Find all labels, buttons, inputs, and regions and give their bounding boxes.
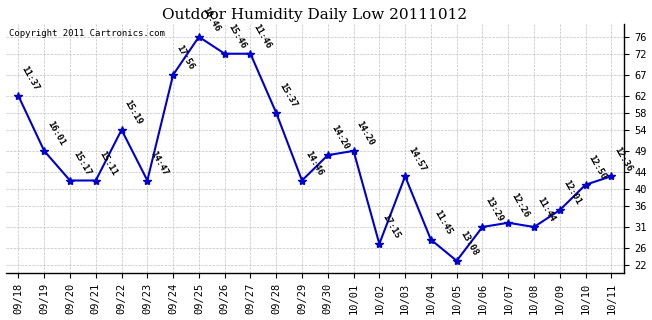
Text: 16:01: 16:01 <box>46 120 67 148</box>
Text: 17:15: 17:15 <box>381 213 402 241</box>
Text: 11:37: 11:37 <box>20 65 41 92</box>
Text: 11:45: 11:45 <box>432 209 453 236</box>
Text: 14:57: 14:57 <box>406 145 428 173</box>
Text: 15:37: 15:37 <box>278 82 299 109</box>
Text: 12:36: 12:36 <box>613 145 634 173</box>
Text: 10:46: 10:46 <box>200 6 222 33</box>
Text: 14:46: 14:46 <box>303 149 325 177</box>
Text: 15:17: 15:17 <box>71 149 93 177</box>
Text: 17:56: 17:56 <box>174 44 196 71</box>
Text: 12:01: 12:01 <box>561 179 582 207</box>
Text: 12:50: 12:50 <box>587 154 608 181</box>
Text: 14:20: 14:20 <box>355 120 376 148</box>
Text: 14:47: 14:47 <box>149 149 170 177</box>
Text: 13:29: 13:29 <box>484 196 505 224</box>
Text: 12:26: 12:26 <box>509 192 531 220</box>
Text: 15:11: 15:11 <box>97 149 118 177</box>
Text: Copyright 2011 Cartronics.com: Copyright 2011 Cartronics.com <box>8 29 164 38</box>
Text: 14:20: 14:20 <box>329 124 350 152</box>
Text: 13:08: 13:08 <box>458 230 479 257</box>
Text: 11:46: 11:46 <box>252 23 273 50</box>
Text: 15:19: 15:19 <box>123 99 144 126</box>
Title: Outdoor Humidity Daily Low 20111012: Outdoor Humidity Daily Low 20111012 <box>162 8 467 21</box>
Text: 11:44: 11:44 <box>535 196 557 224</box>
Text: 15:46: 15:46 <box>226 23 247 50</box>
